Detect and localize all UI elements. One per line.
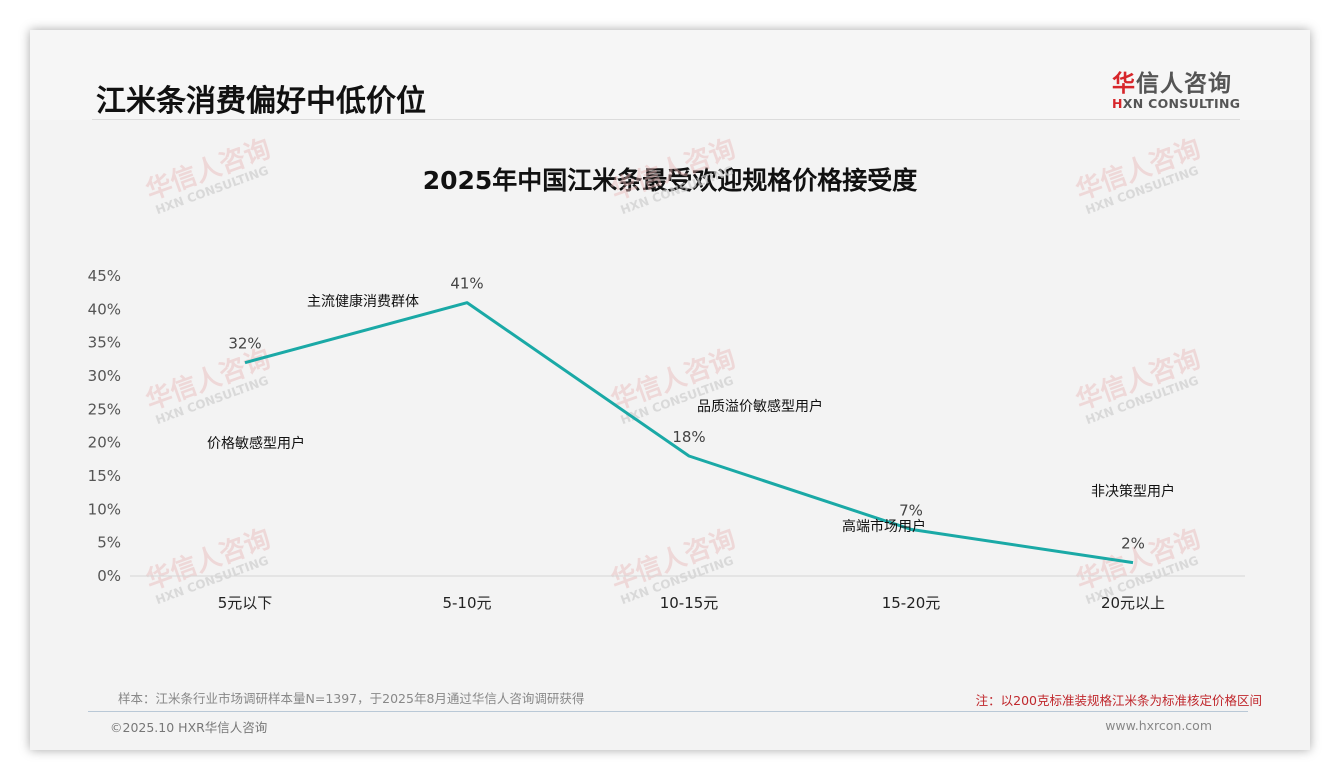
x-axis: 5元以下 5-10元 10-15元 15-20元 20元以上 xyxy=(218,594,1165,612)
y-axis: 0% 5% 10% 15% 20% 25% 30% 35% 40% 45% xyxy=(88,267,121,585)
y-tick-label: 0% xyxy=(97,567,121,585)
segment-annotation: 价格敏感型用户 xyxy=(207,435,305,452)
y-tick-label: 30% xyxy=(88,367,121,385)
y-tick-label: 20% xyxy=(88,434,121,452)
data-label: 2% xyxy=(1121,535,1145,553)
data-label: 32% xyxy=(228,335,261,353)
series-line xyxy=(244,301,1134,565)
slide-header-band xyxy=(30,30,1310,120)
y-tick-label: 10% xyxy=(88,500,121,518)
x-tick-label: 5-10元 xyxy=(442,594,491,612)
segment-annotation: 非决策型用户 xyxy=(1091,483,1175,500)
y-tick-label: 5% xyxy=(97,534,121,552)
y-tick-label: 15% xyxy=(88,467,121,485)
logo-en: HXN CONSULTING xyxy=(1112,96,1242,111)
y-tick-label: 25% xyxy=(88,400,121,418)
x-tick-label: 10-15元 xyxy=(660,594,719,612)
logo-cn-accent: 华 xyxy=(1112,71,1136,97)
x-tick-label: 15-20元 xyxy=(882,594,941,612)
y-tick-label: 35% xyxy=(88,334,121,352)
logo-cn-text: 信人咨询 xyxy=(1136,71,1232,97)
segment-annotation: 品质溢价敏感型用户 xyxy=(697,398,823,415)
y-tick-label: 45% xyxy=(88,267,121,285)
segment-annotation: 主流健康消费群体 xyxy=(307,293,419,310)
footer-divider xyxy=(88,711,1248,712)
logo-en-text: XN CONSULTING xyxy=(1122,96,1241,111)
data-labels: 32% 41% 18% 7% 2% xyxy=(228,275,1145,553)
price-note: 注：以200克标准装规格江米条为标准核定价格区间 xyxy=(975,693,1262,708)
company-logo: 华信人咨询 HXN CONSULTING xyxy=(1112,64,1242,111)
data-label: 41% xyxy=(450,275,483,293)
logo-cn: 华信人咨询 xyxy=(1112,64,1242,98)
x-tick-label: 5元以下 xyxy=(218,594,273,612)
logo-en-accent: H xyxy=(1112,96,1123,111)
x-tick-label: 20元以上 xyxy=(1101,594,1165,612)
title-divider xyxy=(92,119,1240,120)
copyright: ©2025.10 HXR华信人咨询 xyxy=(110,720,268,735)
chart-title: 2025年中国江米条最受欢迎规格价格接受度 xyxy=(422,166,918,195)
page-title: 江米条消费偏好中低价位 xyxy=(96,84,426,119)
slide: 江米条消费偏好中低价位 华信人咨询 HXN CONSULTING 2025年中国… xyxy=(30,30,1310,750)
data-label: 18% xyxy=(672,428,705,446)
data-label: 7% xyxy=(899,501,923,519)
y-tick-label: 40% xyxy=(88,300,121,318)
source-note: 样本：江米条行业市场调研样本量N=1397，于2025年8月通过华信人咨询调研获… xyxy=(118,691,585,706)
segment-annotation: 高端市场用户 xyxy=(842,518,926,535)
website-link[interactable]: www.hxrcon.com xyxy=(1105,718,1212,733)
